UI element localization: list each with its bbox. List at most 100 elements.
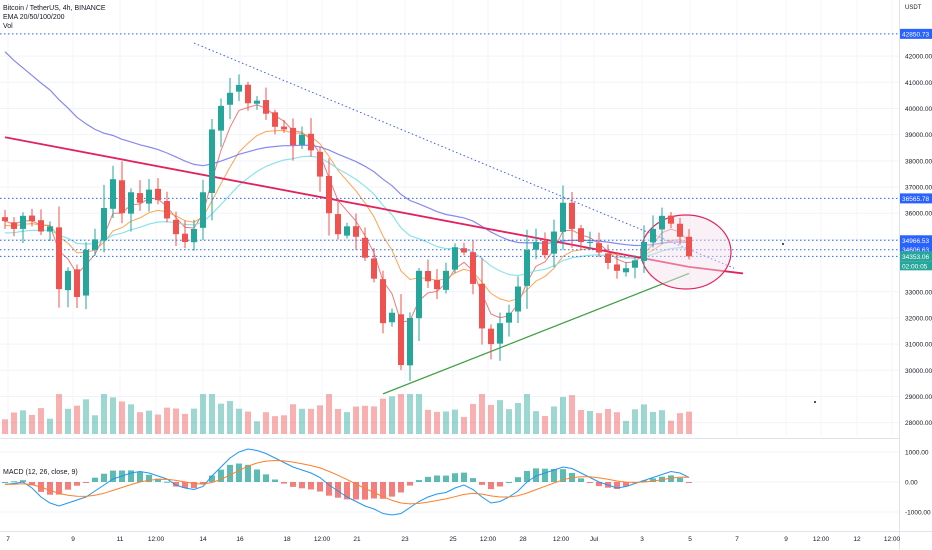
price-badge[interactable]: [900, 251, 932, 262]
candle-body[interactable]: [425, 270, 431, 282]
candle-body[interactable]: [263, 100, 269, 114]
candle-body[interactable]: [56, 227, 62, 290]
candle-body[interactable]: [119, 180, 125, 214]
resistance-trendline[interactable]: [4, 136, 690, 268]
macd-legend[interactable]: MACD (12, 26, close, 9): [3, 469, 78, 476]
candle-body[interactable]: [479, 283, 485, 329]
candle-body[interactable]: [551, 231, 557, 254]
candle-body[interactable]: [83, 249, 89, 296]
candle-body[interactable]: [488, 328, 494, 345]
candle-body[interactable]: [434, 279, 440, 290]
candle-body[interactable]: [497, 323, 503, 344]
candle-body[interactable]: [173, 219, 179, 235]
candle-body[interactable]: [326, 175, 332, 214]
candle-body[interactable]: [650, 228, 656, 243]
candle-body[interactable]: [515, 286, 521, 312]
candle-body[interactable]: [317, 151, 323, 177]
candle-body[interactable]: [344, 226, 350, 236]
candle-body[interactable]: [209, 129, 215, 194]
candle-body[interactable]: [524, 249, 530, 286]
dotted-trendline[interactable]: [193, 42, 735, 269]
candle-body[interactable]: [632, 260, 638, 268]
candle-body[interactable]: [614, 264, 620, 271]
macd-histogram-bar: [191, 482, 197, 489]
candle-body[interactable]: [38, 220, 44, 232]
candle-body[interactable]: [308, 133, 314, 151]
price-badge[interactable]: [900, 28, 932, 39]
candle-body[interactable]: [272, 112, 278, 127]
candle-body[interactable]: [11, 222, 17, 229]
macd-y-tick-label: 1000.00: [905, 450, 929, 457]
candle-body[interactable]: [74, 269, 80, 297]
candle-body[interactable]: [65, 270, 71, 291]
candle-body[interactable]: [407, 317, 413, 366]
candle-body[interactable]: [596, 243, 602, 253]
candle-body[interactable]: [659, 215, 665, 230]
candle-body[interactable]: [137, 193, 143, 203]
candle-body[interactable]: [443, 270, 449, 290]
candle-body[interactable]: [191, 228, 197, 243]
candle-body[interactable]: [245, 84, 251, 104]
volume-bar: [443, 411, 449, 434]
ema-legend[interactable]: EMA 20/50/100/200: [3, 13, 65, 22]
x-tick-label: 23: [401, 536, 409, 543]
candle-body[interactable]: [128, 192, 134, 214]
price-badge[interactable]: [900, 193, 932, 204]
candle-body[interactable]: [677, 223, 683, 237]
x-tick-label: 7: [735, 536, 739, 543]
support-trendline[interactable]: [382, 272, 690, 395]
candle-body[interactable]: [353, 226, 359, 237]
candle-body[interactable]: [542, 240, 548, 256]
candle-body[interactable]: [29, 215, 35, 222]
candle-body[interactable]: [371, 258, 377, 279]
candle-body[interactable]: [416, 270, 422, 319]
macd-histogram-bar: [164, 481, 170, 483]
candle-body[interactable]: [560, 202, 566, 232]
candle-body[interactable]: [470, 252, 476, 284]
candle-body[interactable]: [182, 233, 188, 243]
candle-body[interactable]: [641, 242, 647, 261]
candle-body[interactable]: [686, 236, 692, 257]
candle-body[interactable]: [578, 228, 584, 243]
volume-bar: [542, 415, 548, 434]
candle-body[interactable]: [254, 100, 260, 104]
volume-bar: [308, 408, 314, 434]
candle-body[interactable]: [164, 200, 170, 219]
candle-body[interactable]: [623, 268, 629, 273]
candle-body[interactable]: [299, 134, 305, 145]
candle-body[interactable]: [668, 215, 674, 224]
candle-body[interactable]: [605, 253, 611, 263]
candle-body[interactable]: [380, 279, 386, 324]
candle-body[interactable]: [506, 312, 512, 323]
candle-body[interactable]: [398, 314, 404, 366]
candle-body[interactable]: [461, 248, 467, 253]
candle-body[interactable]: [2, 217, 8, 222]
candle-body[interactable]: [533, 242, 539, 250]
candle-body[interactable]: [290, 127, 296, 146]
candle-body[interactable]: [155, 188, 161, 201]
candle-body[interactable]: [452, 247, 458, 270]
candle-body[interactable]: [587, 242, 593, 244]
candle-body[interactable]: [281, 126, 287, 130]
candle-body[interactable]: [236, 84, 242, 92]
price-badge[interactable]: [900, 235, 932, 246]
candle-body[interactable]: [335, 214, 341, 235]
resistance-trendline-ext[interactable]: [688, 265, 744, 275]
price-badge[interactable]: [900, 244, 932, 255]
candle-body[interactable]: [146, 189, 152, 204]
candle-body[interactable]: [110, 179, 116, 209]
candle-body[interactable]: [92, 239, 98, 250]
vol-legend[interactable]: Vol: [3, 22, 13, 31]
candle-body[interactable]: [227, 92, 233, 105]
macd-histogram-bar: [245, 464, 251, 482]
candle-body[interactable]: [101, 207, 107, 241]
candle-body[interactable]: [20, 215, 26, 229]
candle-body[interactable]: [200, 192, 206, 228]
candle-body[interactable]: [47, 226, 53, 232]
candle-body[interactable]: [569, 202, 575, 229]
x-tick-label: 12:00: [553, 536, 570, 543]
candle-body[interactable]: [362, 237, 368, 258]
candle-body[interactable]: [218, 105, 224, 131]
candle-body[interactable]: [389, 312, 395, 323]
